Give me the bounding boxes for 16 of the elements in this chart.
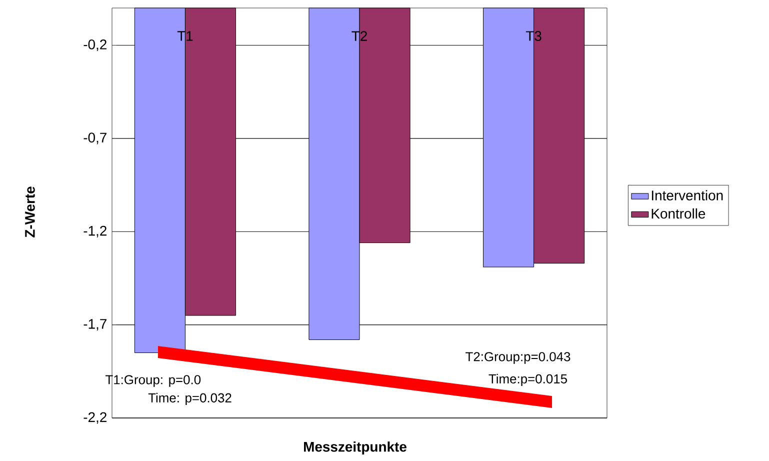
y-tick-label: -2,2	[84, 412, 106, 424]
annotation: T2:Group:p=0.043	[466, 352, 570, 364]
x-tick-label: T2	[352, 31, 367, 41]
legend-label: Kontrolle	[652, 208, 706, 219]
y-axis-title: Z-Werte	[25, 186, 35, 238]
x-tick-label: T1	[177, 31, 193, 41]
annotation: T1:Group: p=0.0	[106, 375, 201, 387]
y-tick-label: -1,7	[84, 319, 106, 330]
annotation: Time: p=0.032	[148, 392, 232, 406]
y-tick-label: -0,2	[84, 40, 106, 52]
annotation: Time:p=0.015	[488, 374, 567, 386]
legend-label: Intervention	[652, 190, 723, 200]
x-tick-label: T3	[526, 31, 542, 41]
y-tick-label: -1,2	[84, 226, 106, 238]
y-tick-label: -0,7	[84, 132, 106, 144]
x-axis-title: Messzeitpunkte	[304, 441, 406, 454]
